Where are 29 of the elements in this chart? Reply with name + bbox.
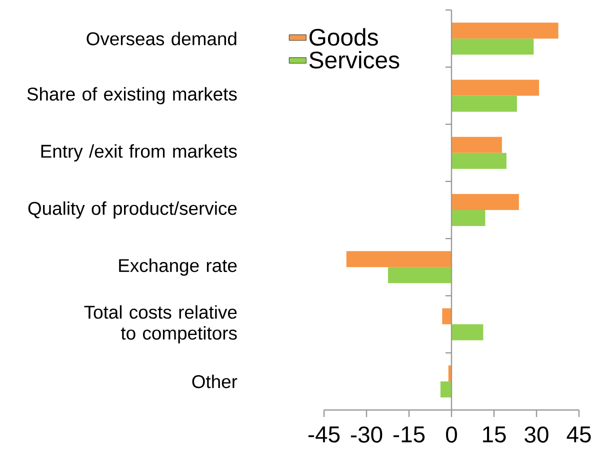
bar xyxy=(440,381,452,398)
bar xyxy=(452,136,502,153)
x-tick-label: 45 xyxy=(566,426,591,442)
y-tick-label: Entry /exit from markets xyxy=(41,144,237,162)
bar xyxy=(452,38,534,55)
x-tick-label: 0 xyxy=(446,426,457,443)
legend-label: Services xyxy=(309,50,400,69)
y-tick-label: Overseas demand xyxy=(86,32,236,46)
y-tick-label: Share of existing markets xyxy=(27,87,237,104)
x-tick-label: 30 xyxy=(524,426,548,443)
bar xyxy=(452,96,517,112)
y-tick-label: Exchange rate xyxy=(119,258,237,276)
legend-label: Goods xyxy=(310,28,378,46)
bar xyxy=(346,251,452,268)
bar xyxy=(452,210,486,226)
bar xyxy=(388,267,452,284)
bar xyxy=(442,308,452,324)
bar xyxy=(452,194,519,210)
y-tick-label: Total costs relative to competitors xyxy=(84,305,237,344)
bar xyxy=(452,22,558,39)
x-tick-label: 15 xyxy=(483,426,506,442)
x-tick-label: -30 xyxy=(350,426,382,443)
y-tick-label: Quality of product/service xyxy=(28,201,237,219)
bar xyxy=(452,324,484,340)
bar xyxy=(452,152,506,169)
bar xyxy=(452,80,540,96)
y-tick-label: Other xyxy=(192,374,238,388)
x-tick-label: -45 xyxy=(308,426,340,442)
x-tick-label: -15 xyxy=(393,426,425,442)
